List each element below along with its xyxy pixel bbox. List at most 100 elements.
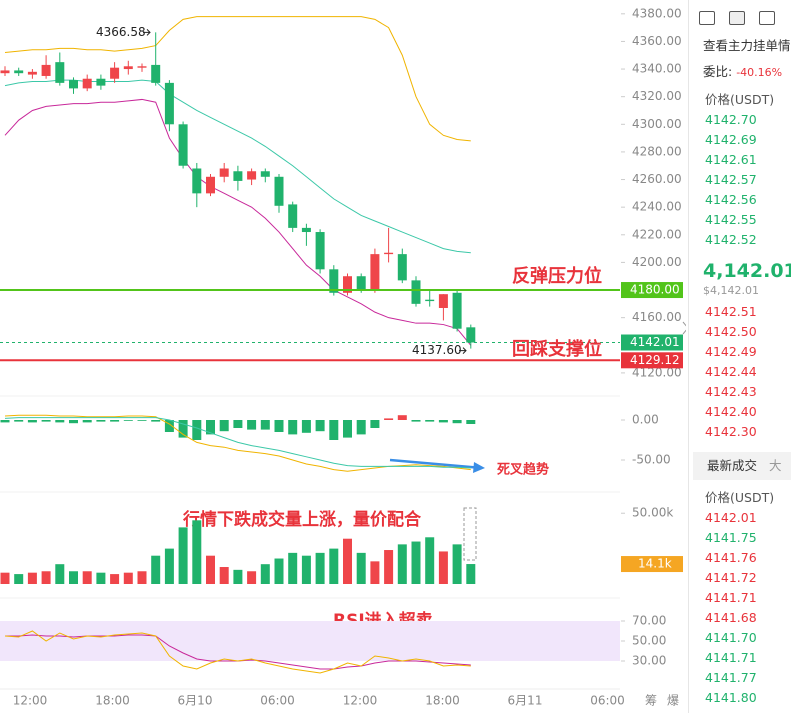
volume-bar (384, 550, 394, 584)
y-tick-label: -50.00 (632, 453, 671, 467)
price-row: 4142.30 (705, 424, 757, 439)
price-tag (621, 282, 683, 299)
rsi-band (0, 621, 620, 661)
candle-body (438, 294, 448, 308)
volume-tag-label: 14.1k (638, 557, 672, 571)
volume-bar (0, 572, 10, 584)
candle-body (370, 254, 380, 291)
volume-bar (288, 552, 298, 584)
x-tick-label: 6月11 (508, 694, 543, 708)
candle-body (82, 78, 92, 89)
price-row: 4141.68 (705, 610, 757, 625)
price-row: 4141.75 (705, 530, 757, 545)
collapse-arrow (682, 321, 686, 335)
y-tick-label: 4240.00 (632, 200, 682, 214)
macd-bar (96, 420, 106, 422)
macd-bar (329, 420, 339, 440)
price-tag-label: 4129.12 (630, 353, 680, 367)
volume-bar (110, 574, 120, 584)
volume-bar (82, 571, 92, 584)
price-row: 4142.40 (705, 404, 757, 419)
volume-bar (27, 572, 37, 584)
volume-bar (260, 564, 270, 584)
arrow (389, 458, 483, 470)
y-tick-label: 0.00 (632, 413, 659, 427)
icon[interactable] (699, 11, 715, 25)
price-row: 4141.72 (705, 570, 757, 585)
macd-bar (14, 420, 24, 422)
candle-body (260, 171, 270, 177)
corner-label[interactable]: 爆 (667, 694, 679, 708)
macd-bar (274, 420, 284, 432)
ratio-label: 委比: (703, 64, 733, 79)
candle-body (452, 292, 462, 329)
last-price: 4,142.01 (703, 260, 791, 282)
macd-bar (27, 420, 37, 423)
macd-bar (137, 420, 147, 421)
y-tick-label: 4200.00 (632, 255, 682, 269)
macd-bar (356, 420, 366, 435)
price-tag-label: 4180.00 (630, 283, 680, 297)
volume-bar (329, 548, 339, 584)
macd-bar (123, 420, 133, 421)
y-tick-label: 30.00 (632, 654, 666, 668)
macd-bar (41, 420, 51, 422)
candle-body (96, 78, 106, 86)
macd-bar (288, 420, 298, 435)
x-tick-label: 06:00 (590, 694, 625, 708)
marker-arrow (459, 347, 467, 354)
x-tick-label: 6月10 (178, 694, 213, 708)
y-tick-label: 4300.00 (632, 117, 682, 131)
macd-bar (55, 420, 65, 423)
icon[interactable] (729, 11, 745, 25)
y-tick-label: 4220.00 (632, 227, 682, 241)
volume-bar (41, 571, 51, 584)
price-row: 4142.57 (705, 172, 757, 187)
candle-body (384, 252, 394, 255)
macd-bar (397, 415, 407, 420)
volume-bar (192, 520, 202, 584)
y-tick-label: 50.00k (632, 506, 673, 520)
volume-bar (315, 552, 325, 584)
candle-body (315, 232, 325, 270)
corner-label[interactable]: 筹 (645, 694, 657, 708)
price-row: 4142.01 (705, 510, 757, 525)
candle-body (151, 64, 161, 83)
icon[interactable] (759, 11, 775, 25)
price-row: 4142.52 (705, 232, 757, 247)
toolbar (689, 0, 791, 36)
y-tick-label: 4320.00 (632, 89, 682, 103)
ratio-value: -40.16% (736, 66, 783, 79)
candle-body (411, 280, 421, 304)
tab[interactable]: 大 (768, 458, 782, 473)
macd-bar (206, 420, 215, 435)
macd-bar (82, 420, 92, 423)
macd-bar (260, 420, 270, 430)
candle-body (164, 82, 174, 125)
volume-bar (55, 564, 65, 584)
panel-title[interactable]: 查看主力挂单情 (703, 38, 791, 53)
price-row: 4142.51 (705, 304, 757, 319)
last-price-usd: $4,142.01 (703, 284, 759, 297)
macd-bar (411, 420, 421, 422)
volume-bar (452, 544, 462, 584)
volume-bar (137, 571, 147, 584)
macd-bar (0, 420, 10, 423)
band-line (4, 98, 472, 346)
candle-body (55, 62, 65, 83)
candle-body (247, 171, 257, 180)
candle-body (301, 227, 311, 233)
tab[interactable]: 最新成交 (707, 458, 758, 473)
volume-bar (301, 555, 311, 584)
highlight-box (463, 507, 477, 561)
candle-body (397, 254, 407, 281)
macd-bar (151, 420, 161, 422)
y-tick-label: 4360.00 (632, 34, 682, 48)
price-row: 4142.69 (705, 132, 757, 147)
macd-bar (110, 420, 120, 422)
high-label: 4366.58 (96, 25, 146, 39)
arrow-head (473, 462, 485, 473)
price-row: 4142.43 (705, 384, 757, 399)
price-row: 4142.44 (705, 364, 757, 379)
candle-body (425, 299, 435, 302)
